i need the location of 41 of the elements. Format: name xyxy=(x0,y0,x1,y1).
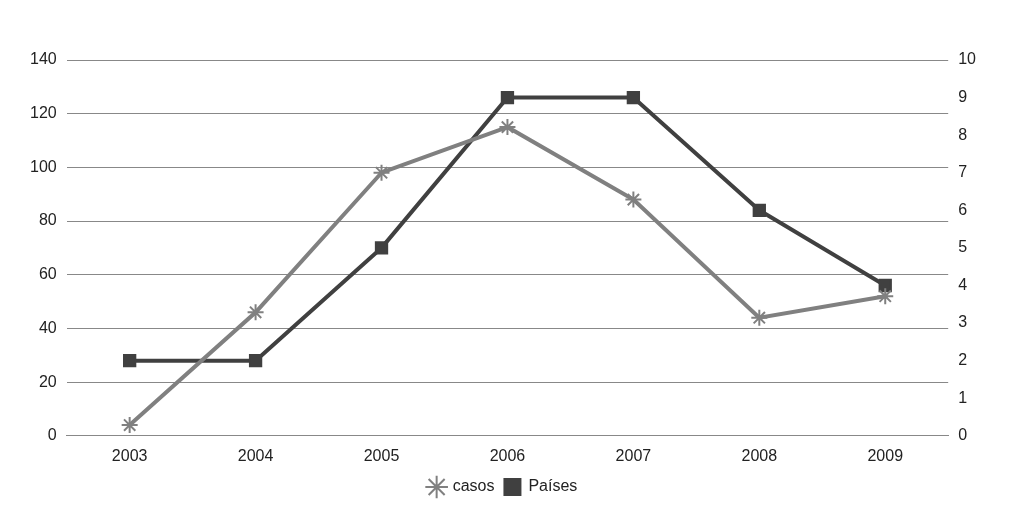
legend-label: casos xyxy=(452,477,495,495)
point xyxy=(876,287,895,306)
point xyxy=(372,163,391,182)
x-tick-label: 2007 xyxy=(615,446,652,464)
point xyxy=(500,90,515,105)
y-tick-label: 140 xyxy=(29,50,57,68)
y2-tick-label: 4 xyxy=(958,275,968,293)
y2-tick-label: 0 xyxy=(958,426,968,444)
point xyxy=(752,203,766,217)
y2-tick-label: 8 xyxy=(958,125,968,143)
x-tick-label: 2003 xyxy=(111,446,148,464)
y-tick-label: 120 xyxy=(29,104,57,122)
y2-tick-label: 5 xyxy=(958,238,968,256)
point xyxy=(120,416,139,435)
y2-tick-label: 9 xyxy=(958,87,968,105)
y-tick-label: 40 xyxy=(38,318,57,336)
y2-tick-label: 1 xyxy=(958,388,968,406)
point xyxy=(246,303,265,322)
legend-label: Países xyxy=(528,477,578,495)
point xyxy=(374,241,389,255)
y2-tick-label: 3 xyxy=(958,313,968,331)
y-tick-label: 100 xyxy=(29,157,57,175)
point xyxy=(626,90,641,105)
x-tick-label: 2008 xyxy=(741,446,778,464)
y2-tick-label: 7 xyxy=(958,163,968,181)
y2-tick-label: 6 xyxy=(958,200,968,218)
x-tick-label: 2004 xyxy=(237,446,274,464)
x-tick-label: 2009 xyxy=(867,446,904,464)
y-tick-label: 0 xyxy=(47,426,57,444)
y2-tick-label: 10 xyxy=(958,50,977,68)
point xyxy=(248,353,263,368)
point xyxy=(123,353,137,368)
x-tick-label: 2006 xyxy=(489,446,526,464)
y2-tick-label: 2 xyxy=(958,351,968,369)
point xyxy=(498,118,517,137)
point xyxy=(624,190,643,209)
y-tick-label: 60 xyxy=(38,265,57,283)
point xyxy=(750,308,769,327)
x-tick-label: 2005 xyxy=(363,446,400,464)
y-tick-label: 20 xyxy=(38,372,57,390)
y-tick-label: 80 xyxy=(38,211,57,229)
